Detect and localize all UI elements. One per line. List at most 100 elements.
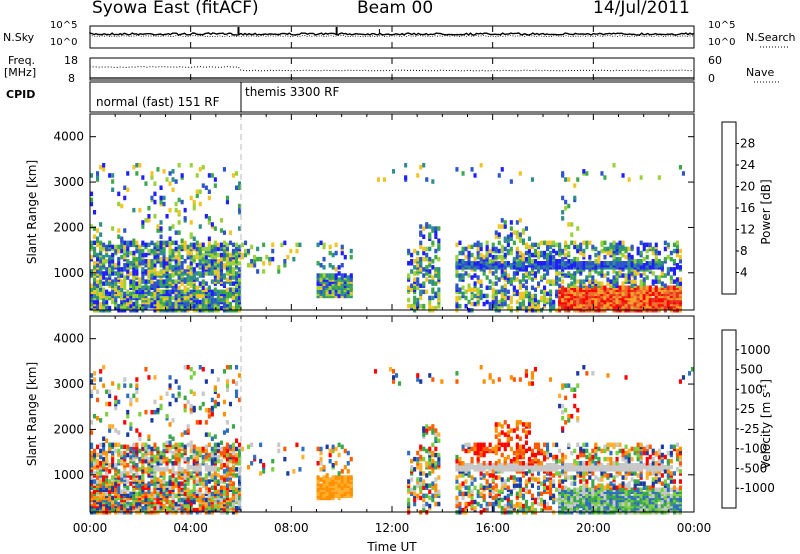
heatmap-cell (524, 487, 528, 492)
heatmap-cell (533, 305, 537, 311)
heatmap-cell (588, 240, 592, 246)
heatmap-cell (177, 391, 181, 396)
heatmap-cell (485, 252, 489, 258)
heatmap-cell (219, 265, 223, 270)
heatmap-cell (491, 507, 495, 513)
heatmap-cell (105, 467, 109, 472)
heatmap-cell (416, 477, 420, 482)
heatmap-cell (138, 303, 142, 309)
heatmap-cell (331, 273, 335, 278)
heatmap-cell (488, 501, 492, 507)
heatmap-cell (216, 467, 220, 472)
heatmap-cell (666, 254, 670, 260)
heatmap-cell (114, 271, 118, 276)
heatmap-cell (213, 277, 217, 282)
heatmap-cell (419, 463, 423, 468)
heatmap-cell (174, 397, 178, 403)
heatmap-cell (651, 297, 655, 303)
heatmap-cell (120, 254, 124, 260)
heatmap-cell (485, 501, 489, 507)
heatmap-cell (455, 454, 459, 460)
heatmap-cell (654, 303, 658, 309)
heatmap-cell (162, 479, 166, 484)
heatmap-cell (135, 397, 139, 403)
heatmap-cell (509, 305, 513, 311)
heatmap-cell (213, 399, 217, 405)
heatmap-cell (518, 505, 522, 511)
heatmap-cell (524, 305, 528, 311)
heatmap-cell (630, 283, 634, 288)
heatmap-cell (111, 283, 115, 288)
heatmap-cell (180, 238, 184, 243)
heatmap-cell (129, 469, 133, 474)
heatmap-cell (204, 254, 208, 260)
heatmap-cell (506, 501, 510, 507)
heatmap-cell (524, 440, 528, 445)
heatmap-cell (561, 210, 565, 215)
heatmap-cell (96, 479, 100, 484)
heatmap-cell (123, 469, 127, 474)
heatmap-cell (488, 442, 492, 448)
heatmap-cell (503, 483, 507, 488)
heatmap-cell (228, 269, 232, 274)
heatmap-cell (488, 483, 492, 488)
heatmap-cell (497, 299, 501, 305)
heatmap-cell (99, 471, 103, 476)
heatmap-cell (455, 458, 459, 464)
heatmap-cell (225, 387, 229, 392)
heatmap-cell (96, 389, 100, 394)
heatmap-cell (428, 303, 432, 309)
heatmap-cell (552, 240, 556, 246)
heatmap-cell (108, 463, 112, 468)
heatmap-cell (410, 287, 414, 292)
heatmap-cell (165, 440, 169, 445)
heatmap-cell (540, 295, 544, 301)
heatmap-cell (126, 414, 130, 419)
heatmap-cell (222, 463, 226, 468)
heatmap-cell (183, 456, 187, 462)
heatmap-cell (174, 299, 178, 305)
heatmap-cell (488, 269, 492, 274)
heatmap-cell (189, 220, 193, 225)
heatmap-cell (555, 263, 559, 268)
heatmap-cell (509, 220, 513, 225)
heatmap-cell (126, 471, 130, 476)
heatmap-cell (186, 456, 190, 462)
heatmap-cell (506, 493, 510, 499)
heatmap-cell (204, 497, 208, 503)
heatmap-cell (129, 303, 133, 309)
heatmap-cell (180, 265, 184, 270)
heatmap-cell (503, 291, 507, 297)
heatmap-cell (135, 446, 139, 452)
heatmap-cell (467, 463, 471, 468)
heatmap-cell (168, 226, 172, 231)
heatmap-cell (207, 236, 211, 241)
heatmap-cell (407, 297, 411, 303)
heatmap-cell (500, 505, 504, 511)
heatmap-cell (331, 252, 335, 258)
heatmap-cell (231, 481, 235, 486)
heatmap-cell (108, 291, 112, 297)
heatmap-cell (93, 385, 97, 390)
heatmap-cell (491, 281, 495, 286)
heatmap-cell (431, 469, 435, 474)
heatmap-cell (129, 291, 133, 297)
heatmap-cell (573, 271, 577, 276)
heatmap-cell (192, 479, 196, 484)
heatmap-cell (594, 252, 598, 258)
heatmap-cell (672, 295, 676, 301)
heatmap-cell (177, 210, 181, 215)
cpid-label: CPID (6, 88, 36, 101)
heatmap-cell (325, 473, 329, 478)
heatmap-cell (437, 438, 441, 443)
heatmap-cell (470, 287, 474, 292)
heatmap-cell (549, 259, 553, 264)
heatmap-cell (123, 420, 127, 425)
heatmap-cell (256, 269, 260, 274)
heatmap-cell (422, 289, 426, 295)
heatmap-cell (473, 273, 477, 278)
heatmap-cell (479, 452, 483, 458)
heatmap-cell (186, 291, 190, 297)
